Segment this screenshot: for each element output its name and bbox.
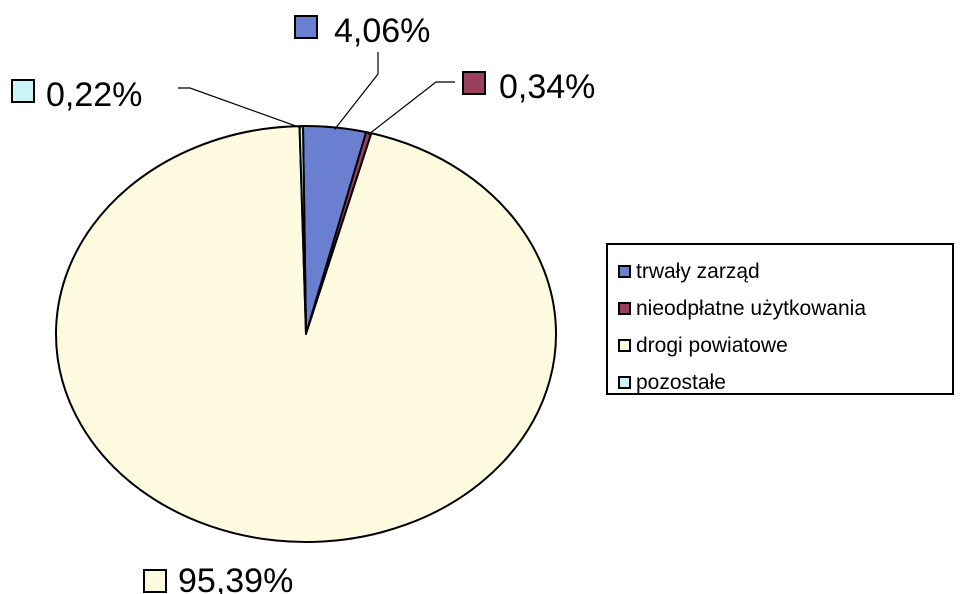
legend-label: trwały zarząd xyxy=(636,259,760,283)
leader-line xyxy=(178,87,302,129)
legend-item-drogi-powiatowe: drogi powiatowe xyxy=(618,327,952,364)
data-label-swatch xyxy=(143,569,167,593)
legend-item-nieodplatne-uzytkowania: nieodpłatne użytkowania xyxy=(618,290,952,327)
data-label: 0,34% xyxy=(499,68,595,106)
legend: trwały zarząd nieodpłatne użytkowania dr… xyxy=(606,243,954,395)
legend-swatch xyxy=(618,265,631,278)
legend-item-pozostale: pozostałe xyxy=(618,364,952,401)
legend-swatch xyxy=(618,302,631,315)
data-label-swatch xyxy=(294,15,318,39)
leader-line xyxy=(367,81,455,136)
legend-label: nieodpłatne użytkowania xyxy=(636,296,866,320)
legend-swatch xyxy=(618,376,631,389)
pie-slice xyxy=(298,125,307,335)
legend-label: pozostałe xyxy=(636,370,726,394)
data-label-swatch xyxy=(462,71,486,95)
legend-swatch xyxy=(618,339,631,352)
data-label: 0,22% xyxy=(46,76,142,114)
data-label: 95,39% xyxy=(178,562,293,594)
leader-line xyxy=(334,52,379,130)
legend-item-trwaly-zarzad: trwały zarząd xyxy=(618,253,952,290)
data-label-swatch xyxy=(11,79,35,103)
data-label: 4,06% xyxy=(334,12,430,50)
legend-label: drogi powiatowe xyxy=(636,333,788,357)
